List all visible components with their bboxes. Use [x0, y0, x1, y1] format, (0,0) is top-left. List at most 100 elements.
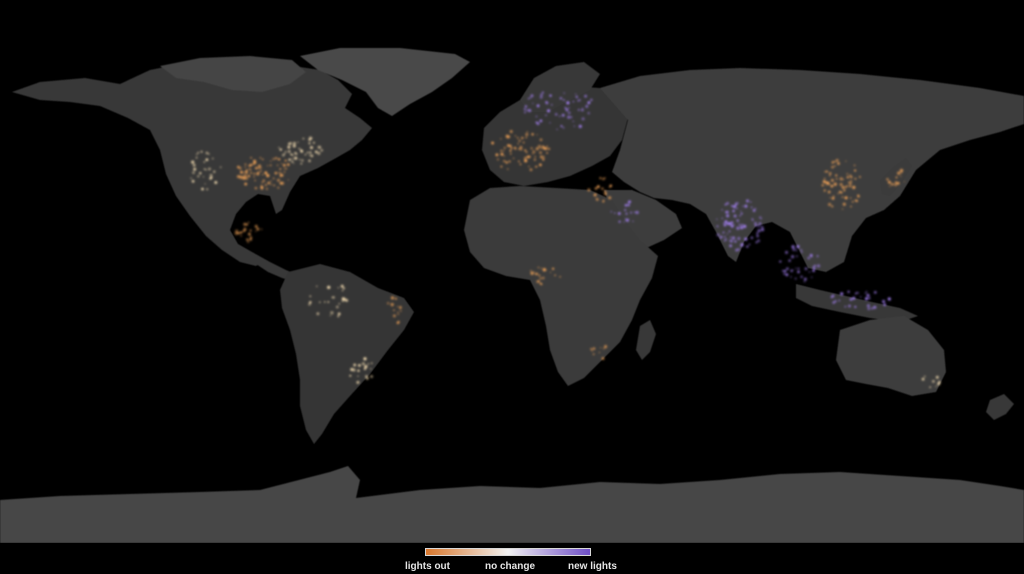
city-light-dot [812, 269, 815, 272]
city-light-dot [544, 114, 548, 117]
africa-landmass [464, 186, 658, 386]
city-light-dot [854, 177, 857, 180]
city-light-dot [838, 190, 842, 194]
city-light-dot [844, 305, 847, 308]
city-light-dot [278, 172, 280, 174]
city-light-dot [581, 107, 584, 109]
city-light-dot [363, 367, 367, 371]
city-light-dot [525, 151, 528, 154]
city-light-dot [500, 165, 503, 168]
city-light-dot [393, 309, 395, 311]
city-light-dot [825, 170, 828, 173]
city-light-dot [206, 188, 209, 191]
city-light-dot [509, 152, 512, 155]
city-light-dot [266, 164, 269, 167]
city-light-dot [340, 284, 344, 288]
city-light-dot [525, 156, 528, 159]
city-light-dot [595, 198, 599, 201]
city-light-dot [627, 201, 630, 204]
city-light-dot [237, 165, 240, 169]
city-light-dot [527, 108, 532, 113]
city-light-dot [337, 312, 341, 316]
city-light-dot [503, 146, 506, 150]
city-light-dot [734, 202, 737, 204]
city-light-dot [608, 186, 611, 188]
city-light-dot [551, 267, 555, 270]
city-light-dot [199, 172, 202, 175]
city-light-dot [931, 379, 935, 383]
city-light-dot [292, 154, 294, 157]
city-light-dot [530, 94, 534, 98]
city-light-dot [279, 148, 283, 151]
city-light-dot [827, 190, 831, 194]
city-light-dot [761, 225, 764, 229]
city-light-dot [840, 292, 844, 296]
city-light-dot [293, 141, 296, 145]
city-light-dot [262, 179, 266, 183]
city-light-dot [273, 184, 276, 187]
city-light-dot [854, 199, 857, 202]
city-light-dot [287, 179, 289, 181]
city-light-dot [846, 185, 849, 187]
city-light-dot [850, 205, 852, 208]
city-light-dot [751, 217, 754, 221]
city-light-dot [239, 176, 242, 179]
city-light-dot [209, 177, 212, 180]
city-light-dot [816, 255, 819, 258]
city-light-dot [516, 136, 519, 139]
city-light-dot [562, 99, 565, 101]
city-light-dot [317, 151, 321, 155]
city-light-dot [848, 304, 851, 308]
city-light-dot [525, 132, 529, 137]
city-light-dot [724, 238, 728, 242]
city-light-dot [524, 159, 528, 163]
city-light-dot [821, 184, 824, 187]
city-light-dot [577, 100, 579, 102]
city-light-dot [521, 136, 524, 140]
city-light-dot [823, 177, 826, 180]
city-light-dot [810, 255, 813, 258]
city-light-dot [310, 154, 314, 158]
city-light-dot [623, 221, 625, 223]
city-light-dot [529, 168, 533, 172]
city-light-dot [270, 160, 272, 162]
city-light-dot [827, 182, 831, 186]
city-light-dot [597, 185, 600, 188]
city-light-dot [867, 307, 871, 311]
city-light-dot [297, 141, 299, 143]
city-light-dot [560, 125, 563, 128]
city-light-dot [783, 269, 787, 273]
city-light-dot [832, 195, 835, 198]
city-light-dot [243, 172, 245, 174]
city-light-dot [887, 297, 891, 301]
city-light-dot [824, 170, 826, 173]
city-light-dot [304, 153, 307, 156]
city-light-dot [559, 276, 561, 278]
city-light-dot [308, 138, 312, 141]
city-light-dot [537, 280, 540, 283]
city-light-dot [602, 347, 605, 350]
city-light-dot [851, 200, 854, 203]
city-light-dot [283, 168, 286, 170]
city-light-dot [591, 349, 593, 352]
city-light-dot [312, 141, 315, 144]
city-light-dot [392, 314, 396, 318]
city-light-dot [517, 143, 519, 145]
city-light-dot [854, 305, 857, 308]
city-light-dot [249, 168, 252, 171]
city-light-dot [733, 209, 735, 212]
city-light-dot [335, 305, 339, 309]
city-light-dot [264, 183, 268, 187]
city-light-dot [536, 104, 540, 108]
city-light-dot [736, 219, 740, 222]
city-light-dot [599, 347, 602, 349]
city-light-dot [510, 146, 513, 150]
city-light-dot [929, 386, 932, 389]
city-light-dot [835, 158, 839, 162]
city-light-dot [581, 117, 585, 121]
city-light-dot [831, 205, 834, 208]
city-light-dot [854, 169, 857, 172]
city-light-dot [758, 222, 762, 225]
city-light-dot [733, 214, 737, 218]
city-light-dot [519, 163, 522, 166]
